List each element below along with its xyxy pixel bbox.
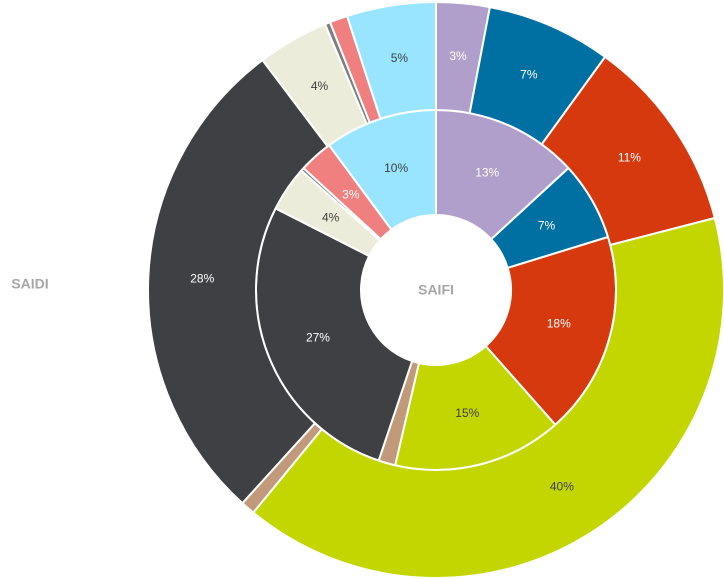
slice-label: 4% [322,210,340,224]
slice-label: 7% [538,219,556,233]
slice-label: 3% [449,49,467,63]
slice-label: 18% [547,317,571,331]
slice-label: 40% [550,479,574,493]
slice-label: 5% [391,51,409,65]
slice-label: 15% [455,406,479,420]
slice-label: 3% [342,187,360,201]
outer-ring-name: SAIDI [11,276,48,292]
donut-slice [345,0,437,121]
donut-slice [251,216,724,579]
slice-label: 10% [384,161,408,175]
inner-ring-name: SAIFI [418,282,454,298]
slice-label: 27% [306,330,330,344]
slice-label: 7% [520,67,538,81]
donut-slice [147,58,329,505]
slice-label: 11% [618,150,641,164]
slice-label: 28% [190,272,214,286]
slice-label: 13% [475,165,499,179]
slice-label: 4% [311,79,329,93]
